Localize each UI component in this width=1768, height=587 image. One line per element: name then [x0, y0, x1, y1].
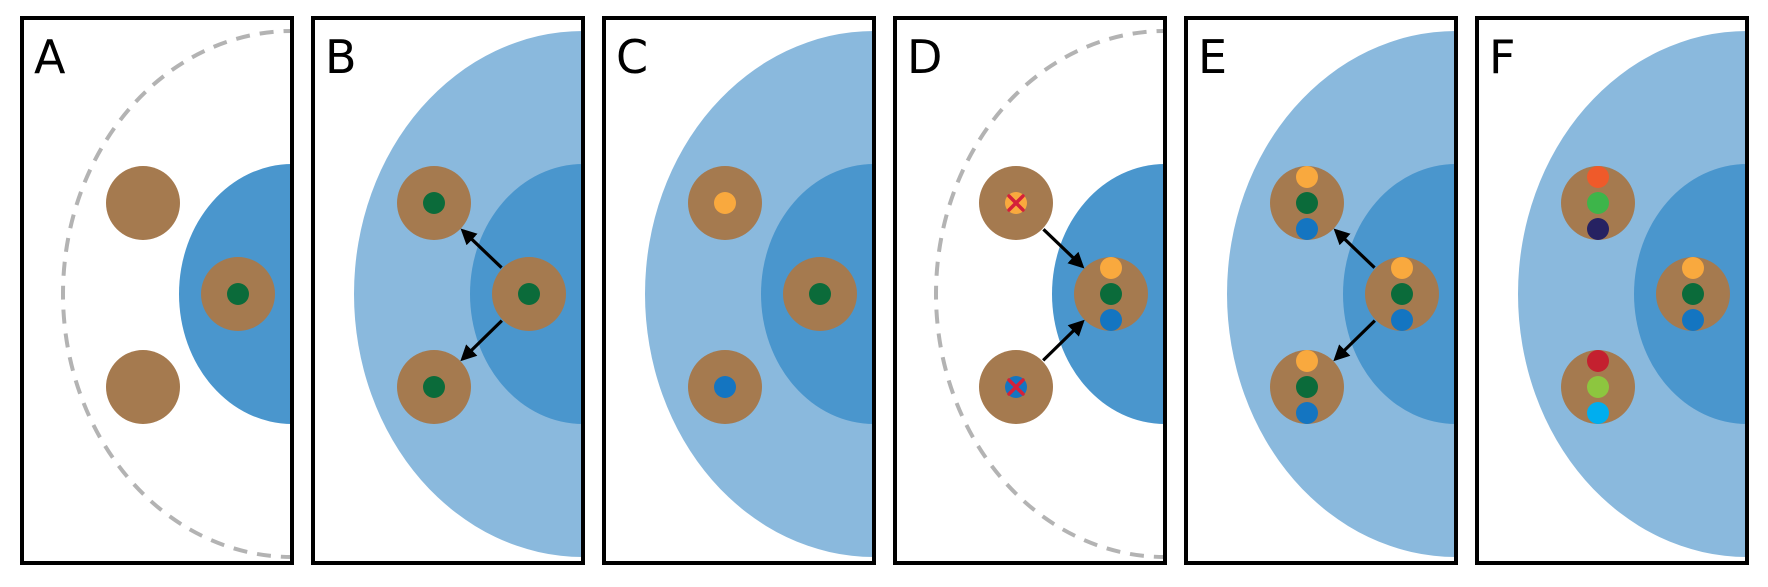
- panel-label: D: [907, 30, 942, 84]
- outer-region-outline: [934, 29, 1165, 559]
- marker-dot: [1100, 309, 1122, 331]
- arrow-center-to-top: [460, 228, 503, 269]
- marker-dot: [1587, 218, 1609, 240]
- cell-bottom: [1561, 350, 1635, 424]
- marker-dot: [1296, 376, 1318, 398]
- panel-frame: [311, 16, 585, 565]
- cell-bottom: [106, 350, 180, 424]
- marker-dot: [423, 192, 445, 214]
- marker-dot: [1391, 257, 1413, 279]
- marker-dot: [1587, 350, 1609, 372]
- panel-frame: [20, 16, 294, 565]
- marker-dot: [1296, 218, 1318, 240]
- marker-dot: [714, 192, 736, 214]
- marker-dot: [518, 283, 540, 305]
- outer-region: [1227, 31, 1456, 557]
- cell-center: [201, 257, 275, 331]
- marker-dot: [1100, 283, 1122, 305]
- marker-dot: [1587, 192, 1609, 214]
- cell-top: [106, 166, 180, 240]
- panel-label: B: [325, 30, 357, 84]
- arrow-center-to-bottom: [460, 319, 503, 362]
- panel-frame: [1475, 16, 1749, 565]
- panel-f: F: [1475, 16, 1749, 565]
- panel-d: D: [893, 16, 1167, 565]
- panel-c: C: [602, 16, 876, 565]
- outer-region: [645, 31, 874, 557]
- cell-body: [106, 350, 180, 424]
- panel-frame: [1184, 16, 1458, 565]
- marker-dot: [809, 283, 831, 305]
- cell-center: [492, 257, 566, 331]
- cell-center: [1365, 257, 1439, 331]
- marker-dot: [1682, 309, 1704, 331]
- marker-dot: [227, 283, 249, 305]
- marker-dot: [423, 376, 445, 398]
- marker-dot: [1391, 283, 1413, 305]
- marker-dot: [1682, 283, 1704, 305]
- cell-center: [1656, 257, 1730, 331]
- marker-dot: [1682, 257, 1704, 279]
- panel-e: E: [1184, 16, 1458, 565]
- arrow-center-to-bottom: [1333, 319, 1376, 362]
- cell-top: [1270, 166, 1344, 240]
- arrow-bottom-to-center: [1042, 319, 1085, 362]
- marker-dot: [1296, 402, 1318, 424]
- marker-dot: [1296, 350, 1318, 372]
- cell-body: [106, 166, 180, 240]
- outer-region-outline: [61, 29, 292, 559]
- cell-bottom: [688, 350, 762, 424]
- cell-top: [397, 166, 471, 240]
- marker-dot: [1587, 166, 1609, 188]
- marker-dot: [1587, 376, 1609, 398]
- marker-dot: [1296, 192, 1318, 214]
- marker-dot: [714, 376, 736, 398]
- panel-label: E: [1198, 30, 1227, 84]
- panel-a: A: [20, 16, 294, 565]
- cell-center: [783, 257, 857, 331]
- marker-dot: [1100, 257, 1122, 279]
- arrow-top-to-center: [1042, 228, 1085, 269]
- cell-bottom: [1270, 350, 1344, 424]
- cell-top: [979, 166, 1053, 240]
- panel-b: B: [311, 16, 585, 565]
- cell-center: [1074, 257, 1148, 331]
- marker-dot: [1587, 402, 1609, 424]
- cell-bottom: [979, 350, 1053, 424]
- panel-label: C: [616, 30, 648, 84]
- outer-region: [354, 31, 583, 557]
- cell-top: [1561, 166, 1635, 240]
- cell-top: [688, 166, 762, 240]
- outer-region: [1518, 31, 1747, 557]
- arrow-center-to-top: [1333, 228, 1376, 269]
- marker-dot: [1391, 309, 1413, 331]
- panel-frame: [602, 16, 876, 565]
- cell-bottom: [397, 350, 471, 424]
- cross-icon: [1007, 378, 1025, 396]
- cross-icon: [1007, 194, 1025, 212]
- marker-dot: [1296, 166, 1318, 188]
- panel-label: F: [1489, 30, 1515, 84]
- panel-label: A: [34, 30, 66, 84]
- panel-frame: [893, 16, 1167, 565]
